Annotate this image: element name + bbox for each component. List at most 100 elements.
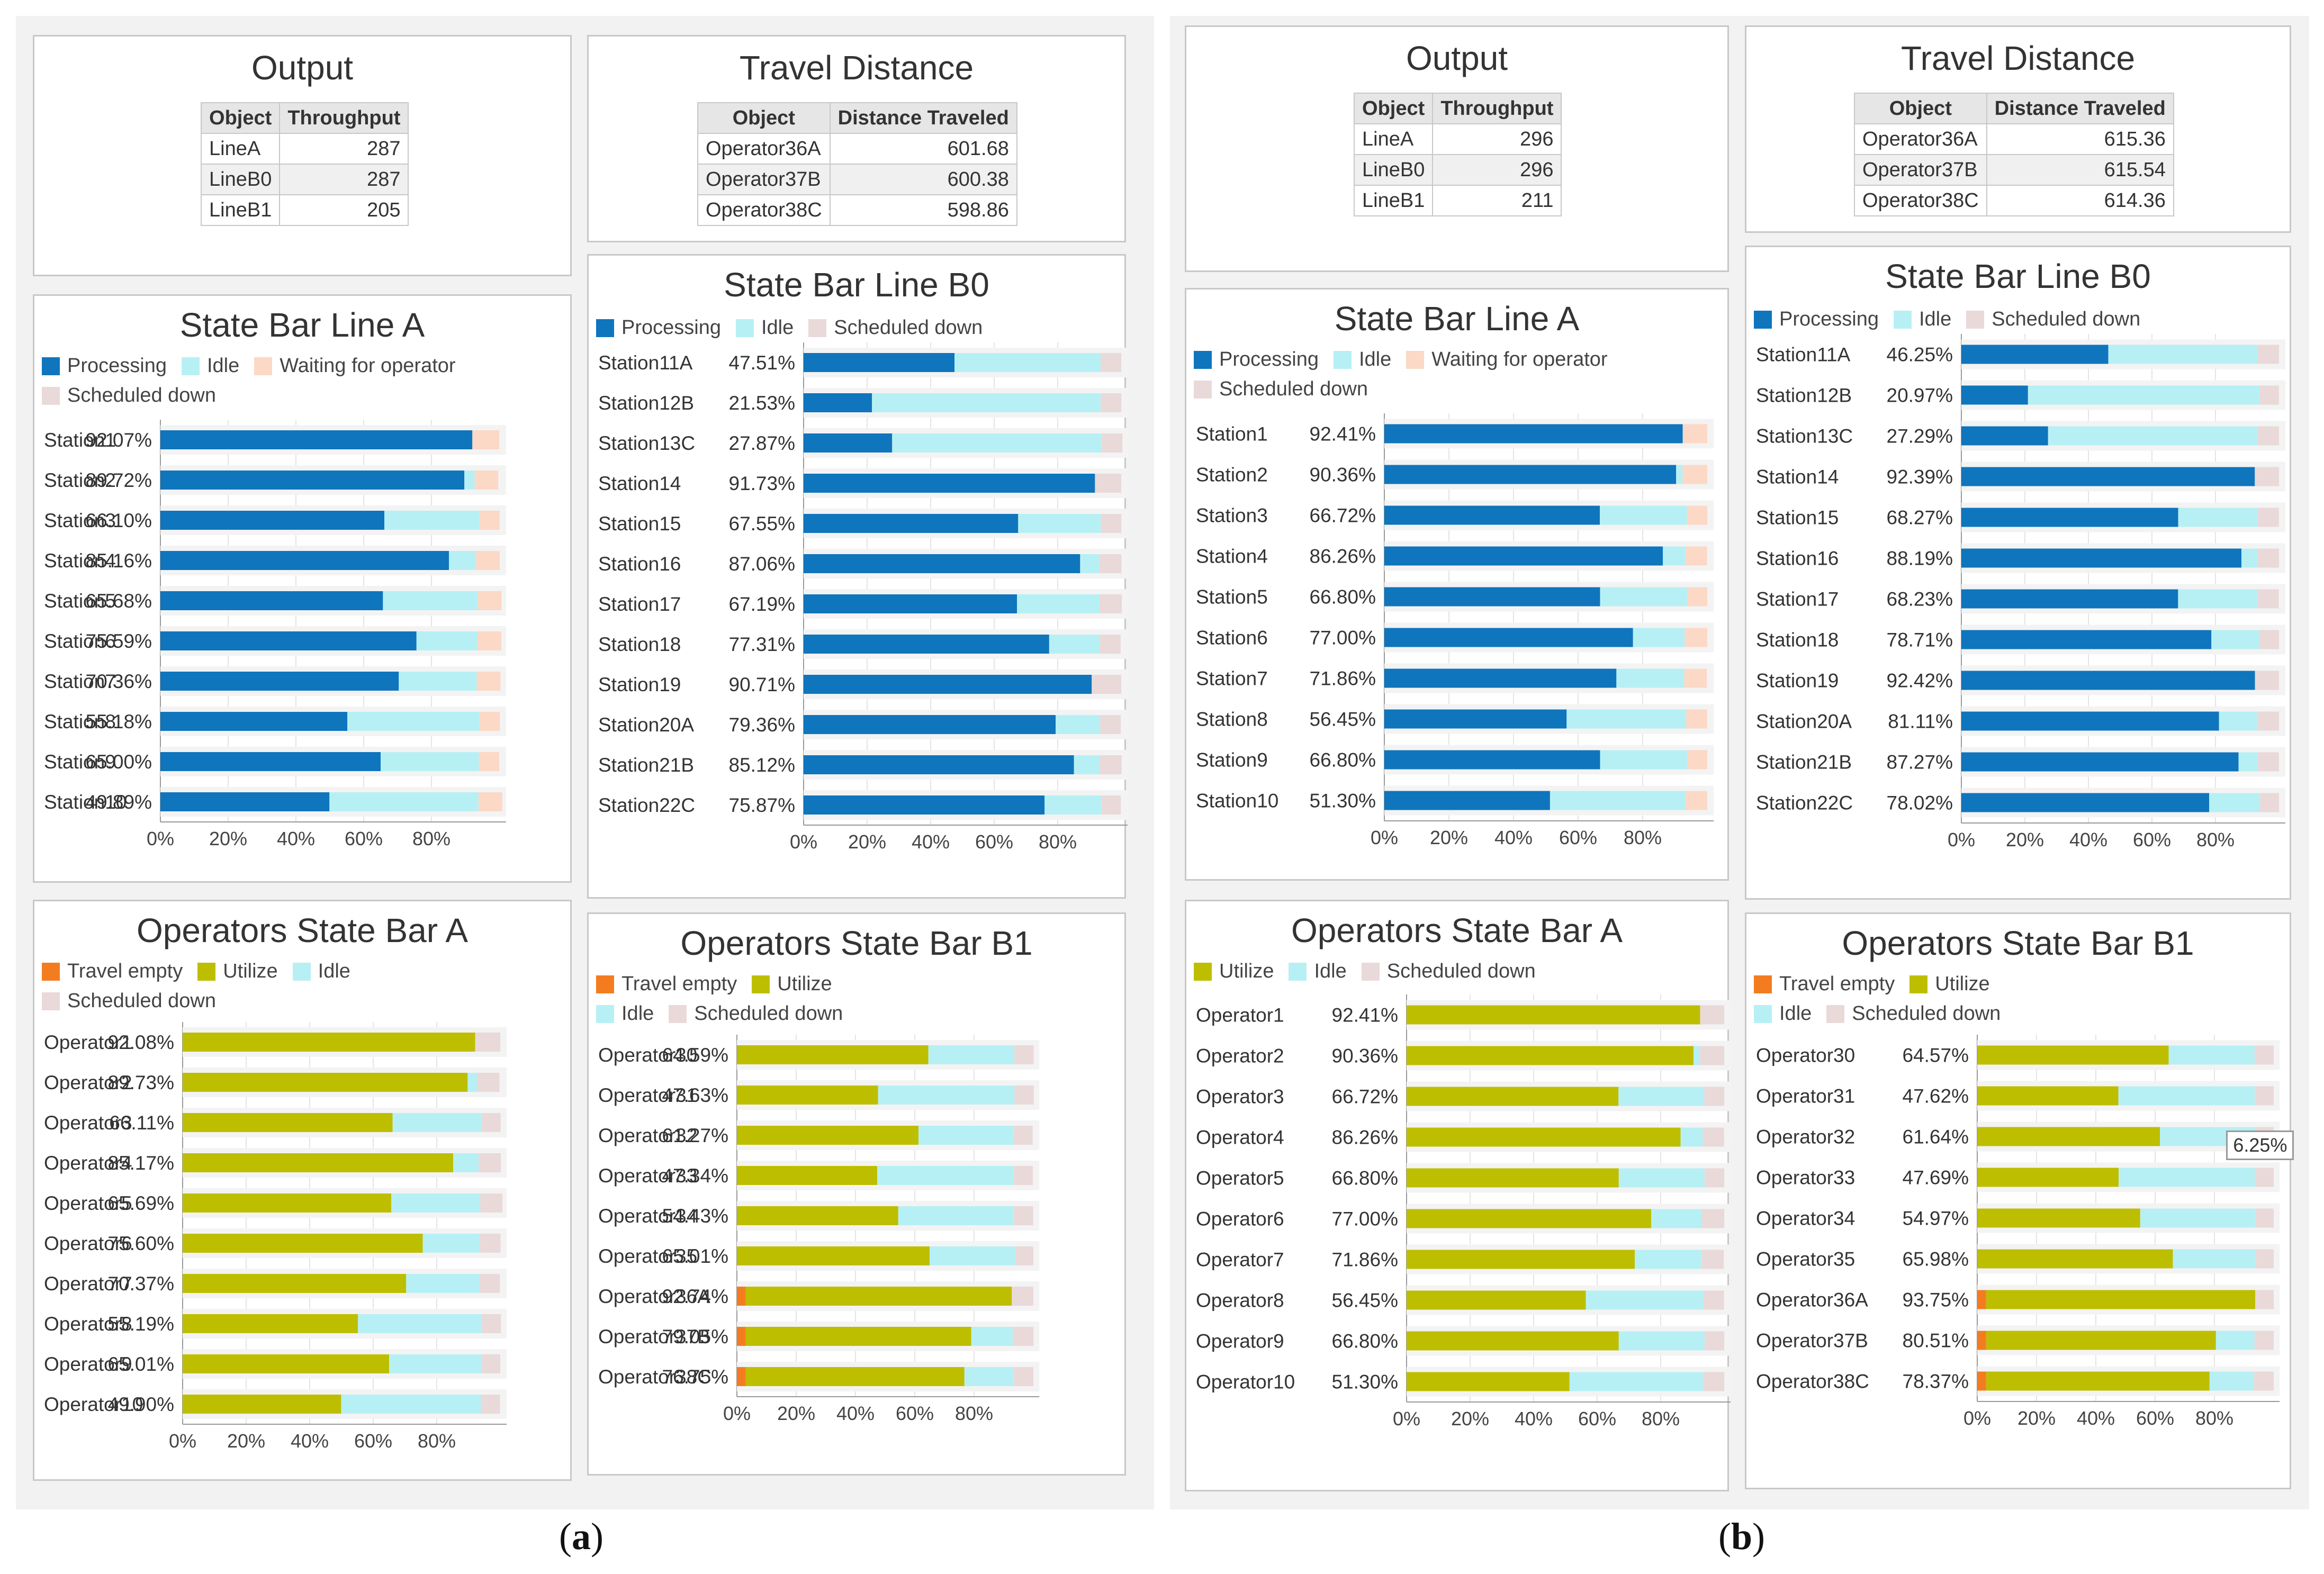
- bar-segment-idle[interactable]: [1618, 1087, 1705, 1106]
- bar-segment-utilize[interactable]: [183, 1314, 358, 1333]
- legend-item[interactable]: Processing: [596, 313, 721, 342]
- bar-segment-scheduled-down[interactable]: [1099, 554, 1122, 573]
- bar-segment-idle[interactable]: [1569, 1372, 1703, 1391]
- bar-segment-idle[interactable]: [1056, 715, 1101, 734]
- bar-segment-idle[interactable]: [2168, 1045, 2255, 1065]
- bar-segment-utilize[interactable]: [183, 1395, 341, 1414]
- bar-segment-waiting[interactable]: [476, 551, 500, 570]
- bar-segment-processing[interactable]: [804, 635, 1049, 654]
- bar-segment-scheduled-down[interactable]: [2254, 1331, 2274, 1350]
- bar-segment-scheduled-down[interactable]: [1101, 514, 1122, 533]
- bar-segment-processing[interactable]: [1384, 465, 1677, 484]
- bar-segment-scheduled-down[interactable]: [2257, 589, 2279, 609]
- bar-segment-scheduled-down[interactable]: [1014, 1085, 1034, 1105]
- legend-item[interactable]: Idle: [292, 956, 350, 986]
- bar-segment-waiting[interactable]: [1687, 505, 1708, 525]
- bar-segment-utilize[interactable]: [183, 1354, 390, 1373]
- bar-segment-travel-empty[interactable]: [737, 1327, 746, 1346]
- bar-segment-travel-empty[interactable]: [1977, 1331, 1986, 1350]
- bar-segment-scheduled-down[interactable]: [1092, 675, 1121, 694]
- bar-segment-processing[interactable]: [160, 471, 465, 490]
- bar-segment-utilize[interactable]: [1977, 1249, 2173, 1269]
- bar-segment-processing[interactable]: [160, 752, 381, 771]
- bar-segment-utilize[interactable]: [183, 1274, 407, 1293]
- bar-segment-processing[interactable]: [160, 511, 385, 530]
- bar-segment-utilize[interactable]: [183, 1073, 468, 1092]
- bar-segment-idle[interactable]: [329, 792, 479, 811]
- bar-segment-processing[interactable]: [804, 554, 1080, 573]
- legend-item[interactable]: Processing: [42, 351, 167, 381]
- bar-segment-idle[interactable]: [898, 1206, 1014, 1225]
- legend-item[interactable]: Processing: [1194, 345, 1319, 374]
- bar-segment-utilize[interactable]: [183, 1033, 475, 1052]
- bar-segment-idle[interactable]: [449, 551, 476, 570]
- bar-segment-waiting[interactable]: [479, 712, 500, 731]
- bar-segment-scheduled-down[interactable]: [480, 1234, 501, 1253]
- bar-segment-processing[interactable]: [160, 430, 473, 449]
- bar-segment-idle[interactable]: [416, 631, 478, 650]
- bar-segment-idle[interactable]: [2215, 1331, 2255, 1350]
- bar-segment-scheduled-down[interactable]: [1701, 1250, 1724, 1269]
- bar-segment-utilize[interactable]: [1407, 1168, 1619, 1188]
- bar-segment-processing[interactable]: [1961, 671, 2255, 690]
- bar-segment-idle[interactable]: [1049, 635, 1100, 654]
- bar-segment-processing[interactable]: [804, 755, 1074, 774]
- legend-item[interactable]: Idle: [1893, 304, 1951, 334]
- bar-segment-utilize[interactable]: [1977, 1045, 2169, 1065]
- bar-segment-idle[interactable]: [1663, 546, 1686, 566]
- bar-segment-utilize[interactable]: [1407, 1290, 1586, 1310]
- legend-item[interactable]: Idle: [181, 351, 239, 381]
- bar-segment-utilize[interactable]: [1407, 1127, 1681, 1147]
- bar-segment-scheduled-down[interactable]: [1014, 1206, 1033, 1225]
- legend-item[interactable]: Waiting for operator: [254, 351, 456, 381]
- bar-segment-idle[interactable]: [1017, 594, 1100, 613]
- bar-segment-idle[interactable]: [422, 1234, 480, 1253]
- bar-segment-idle[interactable]: [358, 1314, 482, 1333]
- legend-item[interactable]: Scheduled down: [42, 986, 216, 1016]
- bar-segment-idle[interactable]: [1566, 709, 1687, 729]
- bar-segment-scheduled-down[interactable]: [2257, 711, 2280, 731]
- bar-segment-idle[interactable]: [1616, 668, 1685, 688]
- bar-segment-idle[interactable]: [347, 712, 480, 731]
- legend-item[interactable]: Utilize: [197, 956, 278, 986]
- bar-segment-idle[interactable]: [1550, 791, 1686, 810]
- bar-segment-idle[interactable]: [392, 1113, 482, 1132]
- bar-segment-processing[interactable]: [1384, 587, 1600, 607]
- bar-segment-idle[interactable]: [1633, 628, 1685, 647]
- bar-segment-processing[interactable]: [804, 675, 1092, 694]
- bar-segment-idle[interactable]: [391, 1193, 481, 1213]
- bar-segment-idle[interactable]: [2028, 385, 2260, 405]
- legend-item[interactable]: Idle: [1289, 956, 1347, 986]
- bar-segment-idle[interactable]: [1676, 465, 1683, 484]
- bar-segment-idle[interactable]: [1600, 750, 1688, 770]
- legend-item[interactable]: Utilize: [1194, 956, 1274, 986]
- bar-segment-idle[interactable]: [1018, 514, 1101, 533]
- bar-segment-scheduled-down[interactable]: [1013, 1126, 1033, 1145]
- bar-segment-idle[interactable]: [928, 1045, 1015, 1064]
- bar-segment-travel-empty[interactable]: [1977, 1290, 1986, 1309]
- bar-segment-idle[interactable]: [406, 1274, 480, 1293]
- bar-segment-scheduled-down[interactable]: [480, 1193, 503, 1213]
- bar-segment-idle[interactable]: [341, 1395, 481, 1414]
- bar-segment-utilize[interactable]: [745, 1287, 1012, 1306]
- bar-segment-scheduled-down[interactable]: [2259, 385, 2279, 405]
- bar-segment-idle[interactable]: [971, 1327, 1013, 1346]
- bar-segment-idle[interactable]: [2178, 508, 2258, 527]
- bar-segment-utilize[interactable]: [737, 1085, 878, 1105]
- bar-segment-waiting[interactable]: [479, 511, 500, 530]
- bar-segment-utilize[interactable]: [1407, 1087, 1619, 1106]
- legend-item[interactable]: Scheduled down: [1826, 999, 2001, 1028]
- bar-segment-idle[interactable]: [1080, 554, 1100, 573]
- bar-segment-processing[interactable]: [1961, 508, 2178, 527]
- legend-item[interactable]: Scheduled down: [808, 313, 983, 342]
- bar-segment-scheduled-down[interactable]: [1014, 1045, 1034, 1064]
- bar-segment-processing[interactable]: [1961, 793, 2210, 812]
- bar-segment-waiting[interactable]: [1687, 750, 1707, 770]
- bar-segment-idle[interactable]: [2048, 426, 2258, 446]
- bar-segment-utilize[interactable]: [183, 1113, 393, 1132]
- bar-segment-waiting[interactable]: [472, 430, 499, 449]
- bar-segment-waiting[interactable]: [1685, 628, 1707, 647]
- bar-segment-scheduled-down[interactable]: [1704, 1168, 1724, 1188]
- bar-segment-scheduled-down[interactable]: [1013, 1166, 1033, 1185]
- bar-segment-utilize[interactable]: [1977, 1168, 2119, 1187]
